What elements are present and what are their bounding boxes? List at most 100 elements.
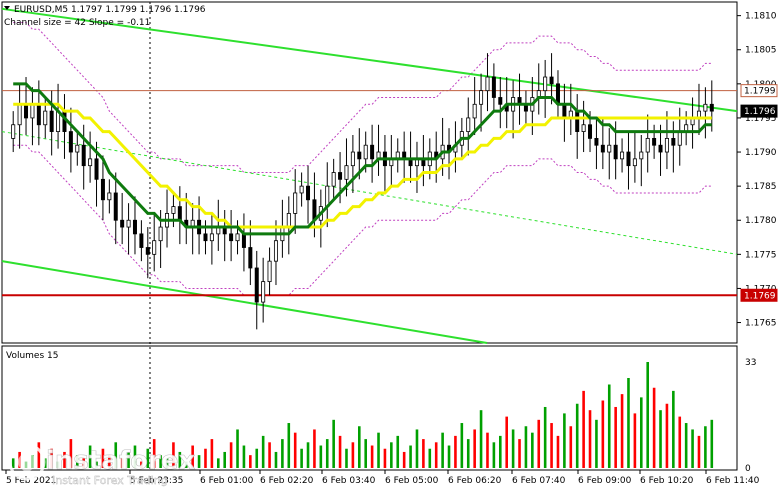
candle-up-body bbox=[293, 192, 298, 214]
watermark-tagline: Instant Forex Trading bbox=[52, 474, 168, 487]
price-axis-label: 1.1775 bbox=[745, 250, 777, 260]
candle-up-body bbox=[171, 206, 176, 214]
instaforex-logo-icon bbox=[8, 443, 46, 481]
candle-down-body bbox=[588, 124, 593, 139]
candle-up-body bbox=[620, 151, 625, 160]
price-axis-label: 1.1805 bbox=[745, 46, 777, 56]
candle-up-body bbox=[543, 76, 548, 92]
candle-up-body bbox=[158, 226, 163, 242]
candle-down-body bbox=[652, 137, 657, 146]
candle-up-body bbox=[607, 144, 612, 153]
price-axis-label: 1.1795 bbox=[745, 114, 777, 124]
candle-up-body bbox=[466, 117, 471, 132]
candle-down-body bbox=[600, 144, 605, 153]
candle-down-body bbox=[177, 206, 182, 221]
candle-down-body bbox=[594, 137, 599, 146]
candle-down-body bbox=[491, 76, 496, 98]
channel-lower-line bbox=[1, 260, 488, 344]
candle-down-body bbox=[575, 110, 580, 132]
candle-down-body bbox=[229, 233, 234, 242]
candle-up-body bbox=[273, 240, 278, 262]
candle-up-body bbox=[350, 151, 355, 167]
candle-up-body bbox=[664, 137, 669, 153]
candle-up-body bbox=[11, 124, 16, 139]
candle-up-body bbox=[363, 144, 368, 160]
price-axis-label: 1.1790 bbox=[745, 148, 777, 158]
candle-up-body bbox=[17, 103, 22, 126]
time-axis-label: 6 Feb 01:00 bbox=[200, 476, 254, 486]
time-axis-label: 6 Feb 07:40 bbox=[512, 476, 566, 486]
price-label-box bbox=[740, 288, 778, 302]
candle-down-body bbox=[203, 233, 208, 242]
candle-down-body bbox=[248, 247, 253, 269]
price-label-box bbox=[740, 104, 778, 118]
envelope-upper-line bbox=[13, 21, 712, 173]
candle-up-body bbox=[235, 233, 240, 242]
candle-down-body bbox=[120, 219, 125, 228]
price-axis-label: 1.1765 bbox=[745, 319, 777, 329]
candle-down-body bbox=[626, 151, 631, 167]
candle-down-body bbox=[671, 137, 676, 146]
price-axis-label: 1.1780 bbox=[745, 216, 777, 226]
time-axis-label: 6 Feb 06:20 bbox=[448, 476, 502, 486]
candle-down-body bbox=[241, 233, 246, 248]
symbol-dropdown-icon bbox=[4, 6, 10, 10]
candle-up-body bbox=[581, 124, 586, 132]
candle-up-body bbox=[639, 151, 644, 160]
candle-down-body bbox=[498, 97, 503, 105]
instaforex-logo-core-icon bbox=[18, 453, 36, 471]
candle-down-body bbox=[139, 233, 144, 248]
candle-up-body bbox=[485, 76, 490, 92]
time-axis-label: 5 Feb 2021 bbox=[6, 476, 56, 486]
candle-down-body bbox=[370, 144, 375, 160]
candle-down-body bbox=[306, 185, 311, 201]
candle-up-body bbox=[472, 103, 477, 119]
candle-up-body bbox=[479, 90, 484, 105]
candle-down-body bbox=[49, 110, 54, 132]
candle-down-body bbox=[709, 103, 714, 112]
candle-down-body bbox=[338, 172, 343, 180]
symbol-info-line: EURUSD,M5 1.1797 1.1799 1.1796 1.1796 bbox=[14, 5, 206, 15]
candle-up-body bbox=[299, 185, 304, 194]
candle-up-body bbox=[632, 158, 637, 167]
candle-up-body bbox=[75, 144, 80, 153]
candle-down-body bbox=[132, 219, 137, 235]
price-label-box bbox=[740, 84, 778, 98]
candle-down-body bbox=[24, 103, 29, 119]
time-axis-label: 6 Feb 05:00 bbox=[385, 476, 439, 486]
candle-up-body bbox=[152, 240, 157, 255]
volume-max-label: 33 bbox=[745, 358, 756, 368]
candle-down-body bbox=[562, 103, 567, 119]
ma-fast-line bbox=[13, 82, 712, 236]
price-label-text: 1.1796 bbox=[744, 107, 776, 117]
price-axis-label: 1.1810 bbox=[745, 12, 777, 22]
time-axis-label: 6 Feb 02:20 bbox=[260, 476, 314, 486]
time-axis-label: 6 Feb 10:20 bbox=[640, 476, 694, 486]
volume-zero-label: 0 bbox=[745, 464, 751, 474]
candle-up-body bbox=[30, 103, 35, 119]
candle-up-body bbox=[261, 281, 266, 303]
time-axis-label: 6 Feb 03:40 bbox=[322, 476, 376, 486]
candle-down-body bbox=[68, 131, 73, 153]
candle-up-body bbox=[267, 260, 272, 283]
candle-down-body bbox=[100, 178, 105, 201]
candle-up-body bbox=[107, 192, 112, 201]
channel-info-line: Channel size = 42 Slope = -0.11 bbox=[4, 18, 150, 28]
envelope-lower-line bbox=[13, 144, 712, 296]
watermark-brand: instaforex bbox=[46, 446, 196, 476]
channel-mid-line bbox=[1, 131, 738, 255]
time-axis-label: 5 Feb 23:35 bbox=[130, 476, 183, 486]
volumes-title: Volumes 15 bbox=[6, 351, 58, 361]
candle-down-body bbox=[94, 158, 99, 180]
candle-up-body bbox=[88, 158, 93, 167]
price-axis-label: 1.1785 bbox=[745, 182, 777, 192]
candle-up-body bbox=[645, 137, 650, 153]
time-axis-label: 6 Feb 09:00 bbox=[578, 476, 632, 486]
candle-up-body bbox=[703, 103, 708, 112]
candle-up-body bbox=[209, 233, 214, 242]
candle-up-body bbox=[286, 213, 291, 228]
candle-down-body bbox=[658, 144, 663, 153]
candle-down-body bbox=[145, 247, 150, 255]
candle-down-body bbox=[613, 144, 618, 160]
